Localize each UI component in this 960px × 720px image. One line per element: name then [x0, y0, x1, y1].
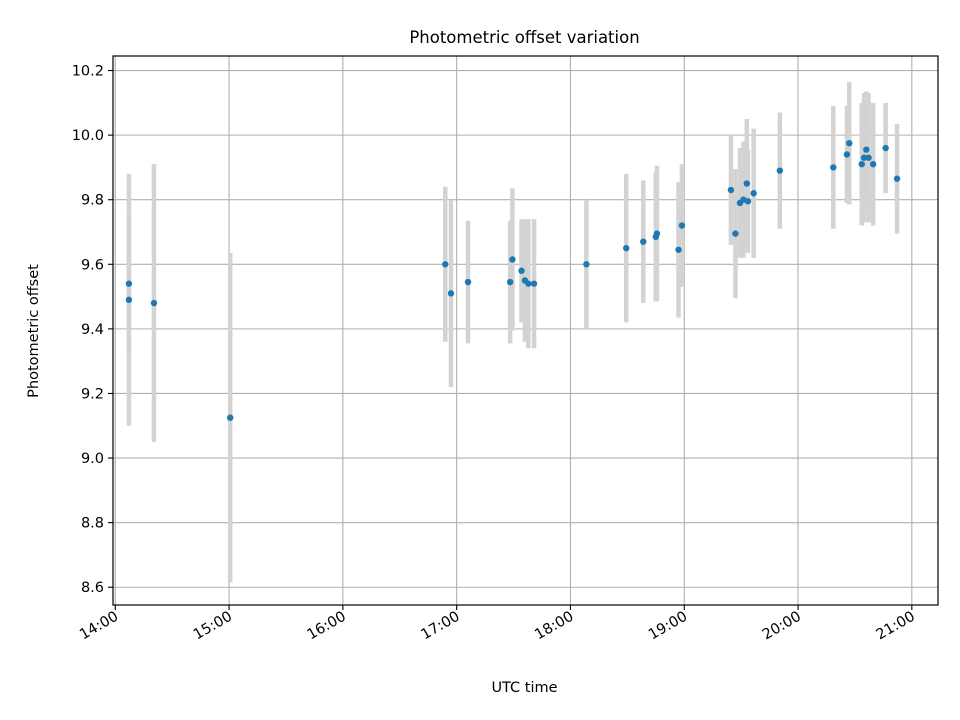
data-point — [860, 154, 868, 161]
y-axis-label: Photometric offset — [26, 264, 42, 398]
data-point — [150, 299, 158, 307]
data-point — [882, 144, 889, 152]
data-point — [744, 198, 752, 205]
data-point — [506, 278, 514, 286]
y-tick-label: 8.8 — [81, 516, 104, 532]
data-point — [858, 160, 865, 168]
y-tick-label: 10.2 — [72, 64, 104, 80]
data-point — [830, 164, 837, 171]
data-point — [743, 180, 751, 187]
y-tick-label: 9.0 — [81, 451, 104, 467]
data-point — [727, 186, 735, 194]
data-point — [530, 280, 538, 287]
data-point — [843, 151, 851, 158]
data-point — [675, 246, 682, 253]
data-point — [732, 230, 739, 237]
data-point — [865, 154, 872, 161]
data-point — [583, 261, 590, 268]
data-point — [125, 296, 133, 304]
data-point — [846, 139, 853, 147]
data-point — [442, 261, 449, 268]
data-point — [447, 290, 455, 297]
data-point — [750, 190, 757, 197]
data-point — [776, 167, 784, 174]
data-point — [893, 175, 901, 182]
data-point — [678, 222, 686, 229]
data-point — [863, 146, 870, 153]
chart-title: Photometric offset variation — [409, 28, 639, 47]
data-point — [464, 278, 472, 286]
data-point — [640, 238, 647, 245]
data-point — [125, 280, 133, 287]
data-point — [509, 256, 516, 263]
data-point — [518, 267, 525, 274]
y-tick-label: 9.2 — [81, 386, 104, 402]
data-point — [653, 230, 661, 237]
y-tick-label: 9.8 — [81, 193, 104, 209]
data-point — [525, 280, 532, 287]
plot-frame — [112, 55, 939, 606]
point-layer — [125, 139, 901, 421]
data-point — [869, 160, 877, 168]
data-point — [227, 414, 234, 421]
x-axis-label: UTC time — [491, 680, 557, 696]
y-axis: 8.6 8.8 9.0 9.2 9.4 9.6 9.8 10.0 10.2 — [72, 64, 113, 596]
y-tick-label: 8.6 — [81, 580, 104, 596]
y-tick-label: 10.0 — [72, 128, 104, 144]
y-tick-label: 9.6 — [81, 257, 104, 273]
y-tick-label: 9.4 — [81, 322, 104, 338]
data-point — [623, 244, 630, 252]
